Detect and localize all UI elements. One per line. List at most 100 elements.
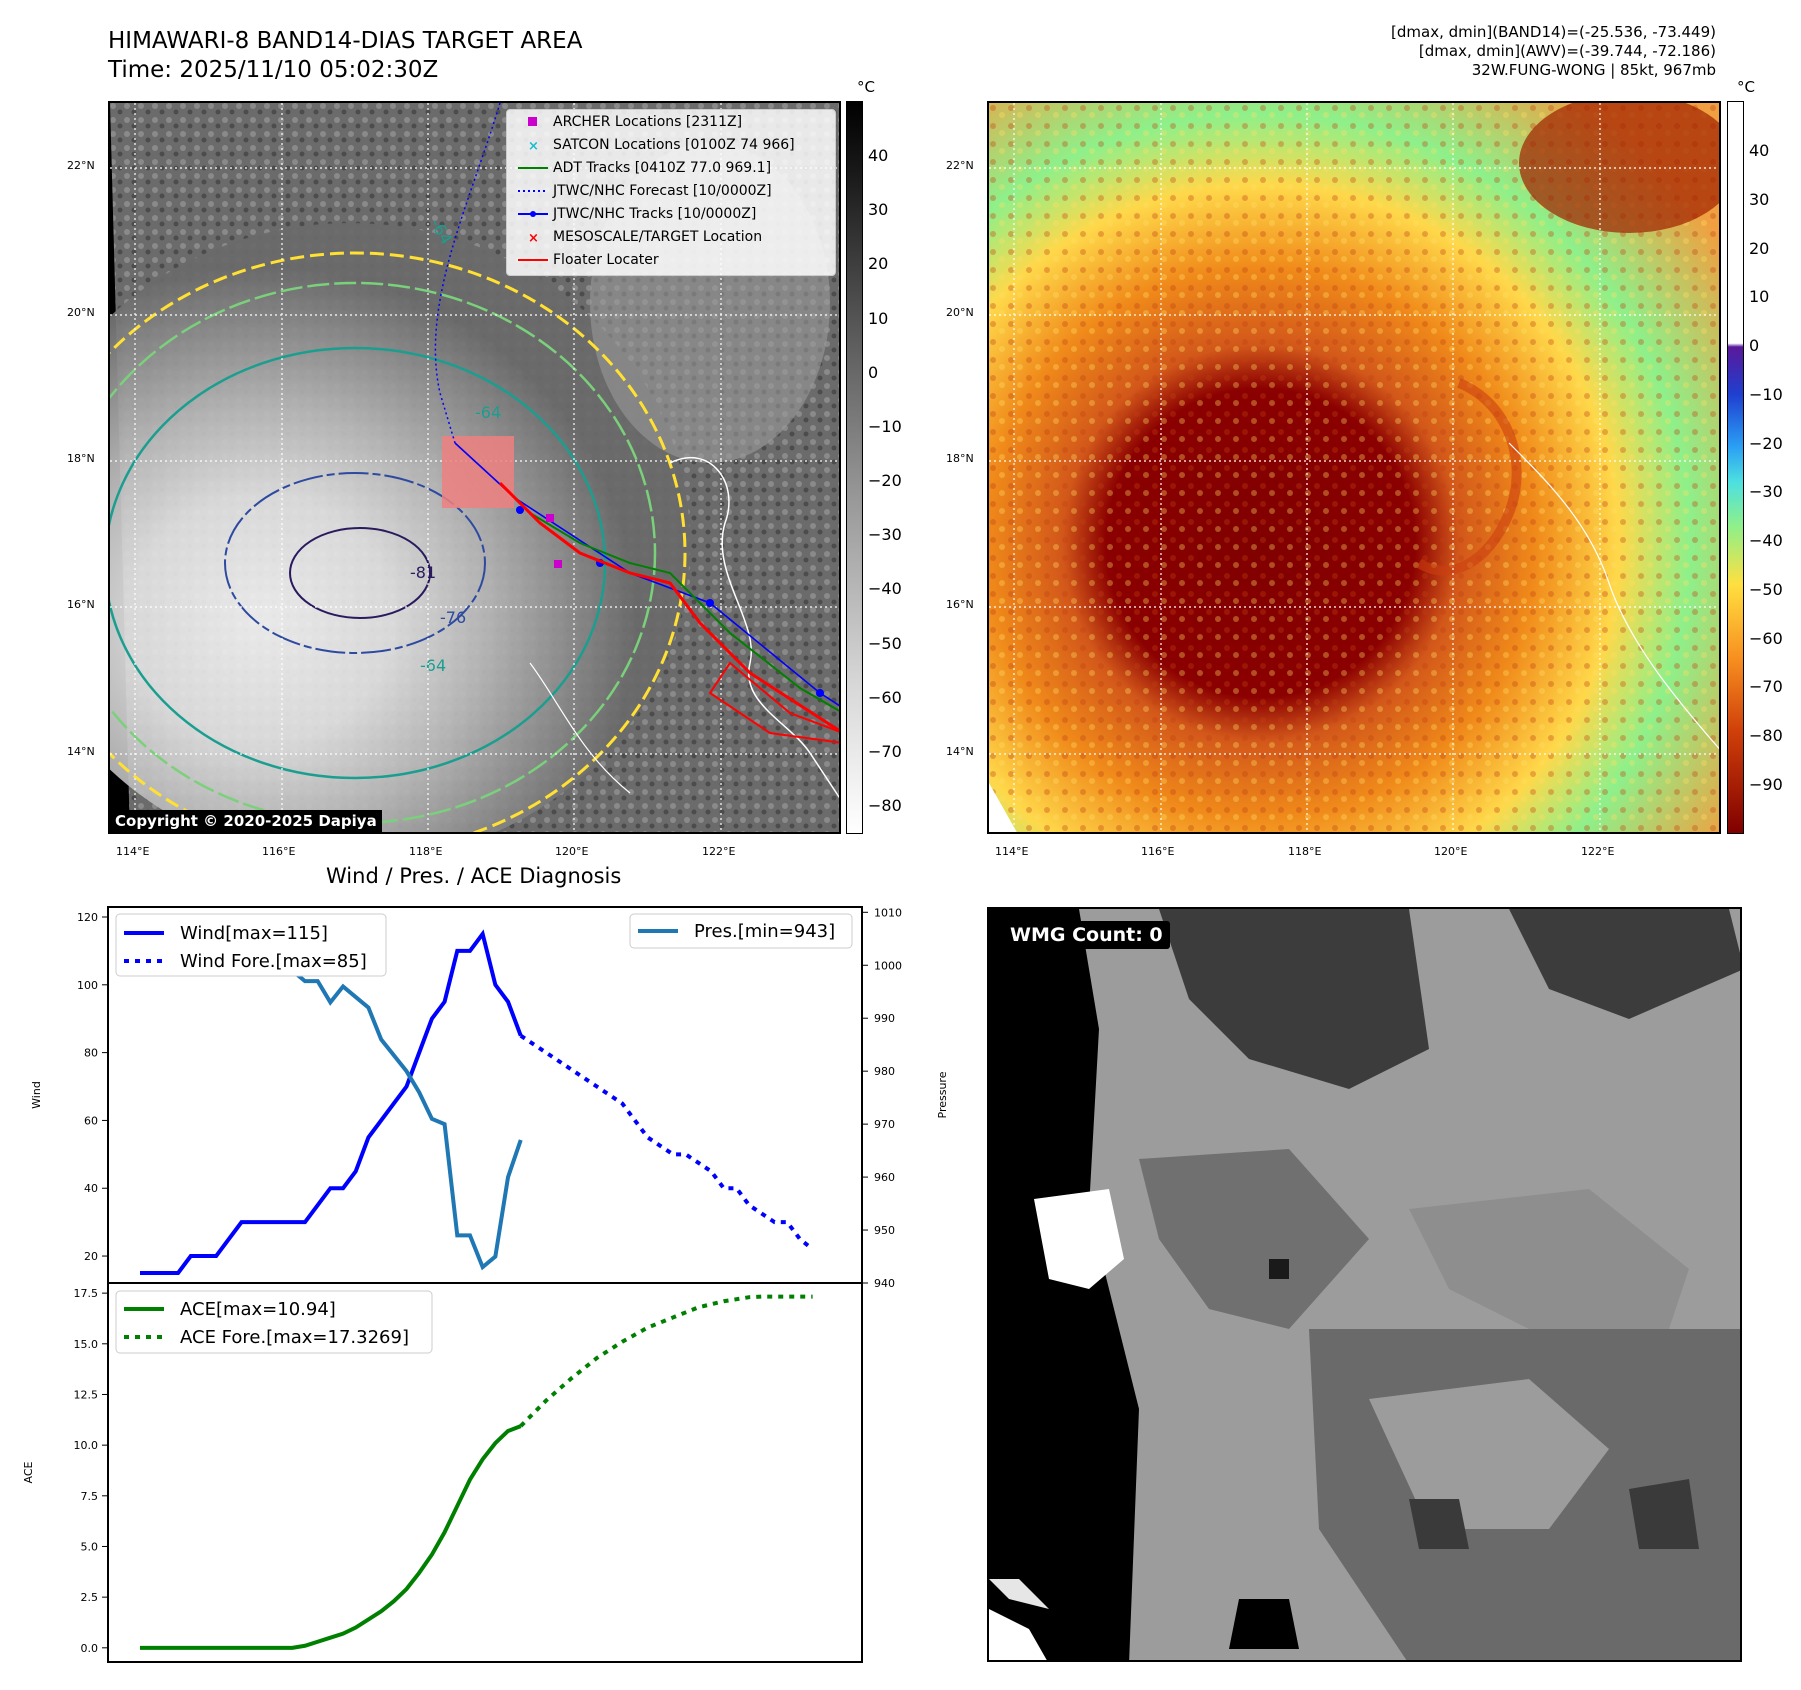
colorbar-tick-label: −30 — [868, 525, 902, 545]
ace-series-line-1 — [519, 1294, 813, 1428]
wmg-dark-grey-2 — [1509, 909, 1740, 1019]
ir-lat-16: 16°N — [67, 598, 95, 611]
wind-legend-box — [115, 913, 387, 977]
contour-blue — [224, 472, 486, 654]
figure-title: HIMAWARI-8 BAND14-DIAS TARGET AREA — [108, 28, 583, 54]
wmg-white-patch — [1034, 1189, 1124, 1289]
ace-y-tick-label: 17.5 — [74, 1287, 99, 1300]
wind-y-tick-label: 100 — [77, 979, 98, 992]
svg-text:×: × — [528, 139, 539, 151]
colorbar-tick-label: −30 — [1749, 482, 1783, 502]
legend-item: ADT Tracks [0410Z 77.0 969.1] — [507, 156, 835, 179]
ir-lat-14: 14°N — [67, 745, 95, 758]
legend-label: SATCON Locations [0100Z 74 966] — [553, 136, 795, 153]
ace-y-tick-label: 5.0 — [81, 1540, 99, 1553]
contour-label-64a: -64 — [420, 656, 446, 675]
coastline-luzon — [669, 456, 839, 799]
pressure-y-tick-label: 970 — [874, 1118, 895, 1131]
cloud-shield — [110, 223, 690, 832]
awv-map-panel — [987, 101, 1721, 834]
floater-path — [498, 481, 839, 733]
colorbar-tick-label: −90 — [1749, 775, 1783, 794]
contour-label-81: -81 — [410, 563, 436, 582]
wind-y-tick-label: 80 — [84, 1047, 98, 1060]
awv-lon-114: 114°E — [995, 845, 1029, 858]
contour-dark — [289, 527, 431, 619]
contour-label-64b: -64 — [475, 403, 501, 422]
legend-item: ARCHER Locations [2311Z] — [507, 110, 835, 133]
pres-legend-box — [629, 913, 853, 949]
legend-symbol-icon — [513, 254, 553, 266]
ir-lon-122: 122°E — [702, 845, 736, 858]
legend-label: Floater Locater — [553, 251, 659, 268]
colorbar-tick-label: 30 — [1749, 189, 1770, 209]
jtwc-forecast-track — [434, 103, 501, 444]
stats-band14: [dmax, dmin](BAND14)=(-25.536, -73.449) — [1391, 23, 1716, 41]
wind-fore-legend-label: Wind Fore.[max=85] — [180, 951, 367, 972]
awv-lat-14: 14°N — [946, 745, 974, 758]
legend-symbol-icon — [513, 162, 553, 174]
awv-lon-118: 118°E — [1288, 845, 1322, 858]
legend-symbol-icon — [513, 185, 553, 197]
colorbar-tick-label: −20 — [868, 471, 902, 490]
ir-lon-116: 116°E — [262, 845, 296, 858]
ace-y-tick-label: 7.5 — [81, 1490, 99, 1503]
legend-item: × MESOSCALE/TARGET Location — [507, 225, 835, 248]
awv-lat-20: 20°N — [946, 306, 974, 319]
wind-y-axis-label: Wind — [30, 1081, 43, 1109]
awv-lat-16: 16°N — [946, 598, 974, 611]
ace-y-tick-label: 12.5 — [74, 1388, 99, 1401]
ace-plot-frame — [107, 1282, 863, 1663]
wmg-dark-grey-1 — [1159, 909, 1429, 1089]
wind-y-tick-label: 20 — [84, 1250, 98, 1263]
colorbar-tick-label: 10 — [1749, 287, 1770, 307]
ir-lon-120: 120°E — [555, 845, 589, 858]
ir-map-panel: -81 -76 -64 -64 -64 ARCHER Locat — [108, 101, 841, 834]
pressure-y-tick-label: 980 — [874, 1065, 895, 1078]
awv-map-svg — [989, 103, 1719, 832]
ace-y-axis-label: ACE — [22, 1461, 35, 1483]
wmg-black-region — [989, 909, 1139, 1660]
adt-track — [529, 512, 839, 712]
pressure-y-axis-label: Pressure — [936, 1071, 949, 1118]
colorbar-tick-label: −70 — [868, 741, 902, 761]
wind-y-tick-label: 120 — [77, 911, 98, 924]
legend-symbol-icon: × — [513, 231, 553, 243]
jtwc-track-points — [516, 506, 824, 697]
ir-gridlines — [110, 103, 839, 832]
series-line-0 — [140, 929, 523, 1275]
wmg-mid-grey-2 — [1409, 1189, 1689, 1339]
ace-legend-box — [115, 1290, 433, 1354]
legend-item: Floater Locater — [507, 248, 835, 271]
colorbar-tick-label: −10 — [1749, 384, 1783, 404]
ir-lon-118: 118°E — [409, 845, 443, 858]
colorbar-tick-label: −70 — [1749, 677, 1783, 697]
awv-lon-116: 116°E — [1141, 845, 1175, 858]
ace-y-tick-label: 2.5 — [81, 1591, 99, 1604]
colorbar-tick-label: −60 — [1749, 628, 1783, 648]
colorbar-tick-label: −60 — [868, 687, 902, 707]
awv-spiral-band — [1416, 378, 1522, 576]
legend-item: JTWC/NHC Tracks [10/0000Z] — [507, 202, 835, 225]
ir-colorbar — [846, 101, 863, 834]
wmg-count-badge: WMG Count: 0 — [1003, 921, 1170, 949]
ir-lat-22: 22°N — [67, 159, 95, 172]
pressure-y-tick-label: 1010 — [874, 906, 902, 919]
awv-coastline — [1508, 442, 1719, 750]
colorbar-tick-label: −80 — [868, 796, 902, 815]
contour-label-76: -76 — [440, 608, 466, 627]
stats-storm: 32W.FUNG-WONG | 85kt, 967mb — [1471, 61, 1716, 79]
wmg-svg — [989, 909, 1740, 1660]
colorbar-tick-label: −20 — [1749, 433, 1783, 453]
ir-lat-18: 18°N — [67, 452, 95, 465]
pressure-y-tick-label: 990 — [874, 1012, 895, 1025]
wind-y-tick-label: 40 — [84, 1182, 98, 1195]
wind-legend-label: Wind[max=115] — [180, 923, 328, 944]
legend-item: JTWC/NHC Forecast [10/0000Z] — [507, 179, 835, 202]
awv-colorbar — [1727, 101, 1744, 834]
ace-series-line-0 — [140, 1424, 522, 1650]
colorbar-tick-label: 30 — [868, 200, 889, 220]
series-line-1 — [519, 1034, 814, 1251]
legend-symbol-icon — [513, 208, 553, 220]
awv-texture — [989, 103, 1719, 832]
